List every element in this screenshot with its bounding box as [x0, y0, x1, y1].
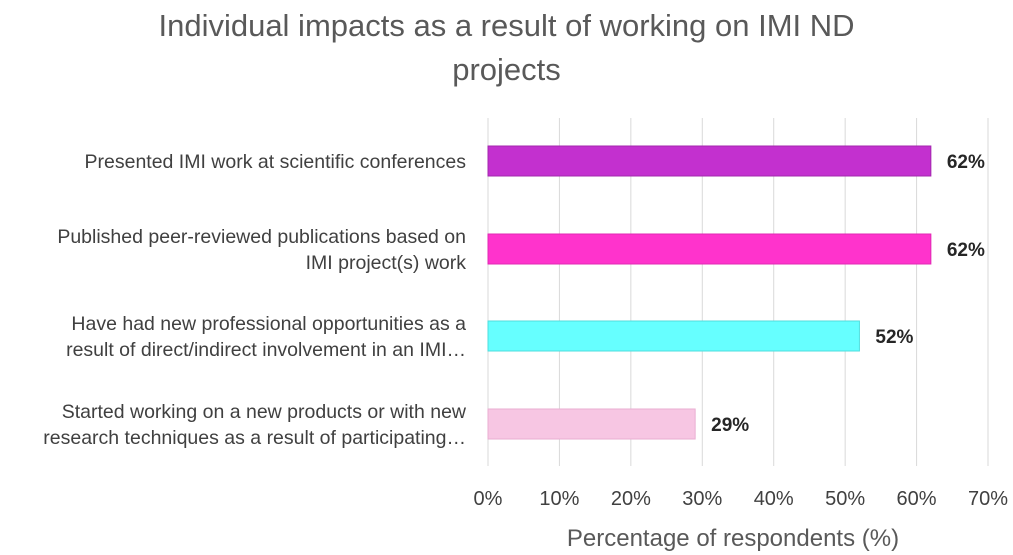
chart-title-line-2: projects — [452, 52, 561, 87]
bar — [487, 320, 860, 352]
data-label: 62% — [947, 240, 985, 261]
category-label: Presented IMI work at scientific confere… — [85, 151, 467, 173]
x-tick-label: 20% — [611, 488, 651, 510]
x-tick-label: 60% — [897, 488, 937, 510]
x-tick-label: 40% — [754, 488, 794, 510]
x-tick-label: 0% — [474, 488, 503, 510]
category-label: research techniques as a result of parti… — [43, 427, 466, 449]
category-label: result of direct/indirect involvement in… — [66, 339, 466, 361]
category-label: Published peer-reviewed publications bas… — [57, 226, 466, 248]
x-tick-label: 10% — [539, 488, 579, 510]
category-label: Started working on a new products or wit… — [62, 401, 467, 423]
chart-title: Individual impacts as a result of workin… — [0, 4, 1013, 92]
bar — [487, 145, 932, 177]
chart-title-line-1: Individual impacts as a result of workin… — [158, 8, 855, 43]
x-axis-label: Percentage of respondents (%) — [567, 525, 899, 552]
category-label: IMI project(s) work — [306, 252, 467, 274]
x-tick-label: 50% — [825, 488, 865, 510]
x-tick-label: 30% — [682, 488, 722, 510]
bar — [487, 408, 696, 440]
data-label: 29% — [711, 415, 749, 436]
data-label: 52% — [875, 327, 913, 348]
bar — [487, 233, 932, 265]
category-label: Have had new professional opportunities … — [71, 313, 466, 335]
x-tick-label: 70% — [968, 488, 1008, 510]
data-label: 62% — [947, 152, 985, 173]
